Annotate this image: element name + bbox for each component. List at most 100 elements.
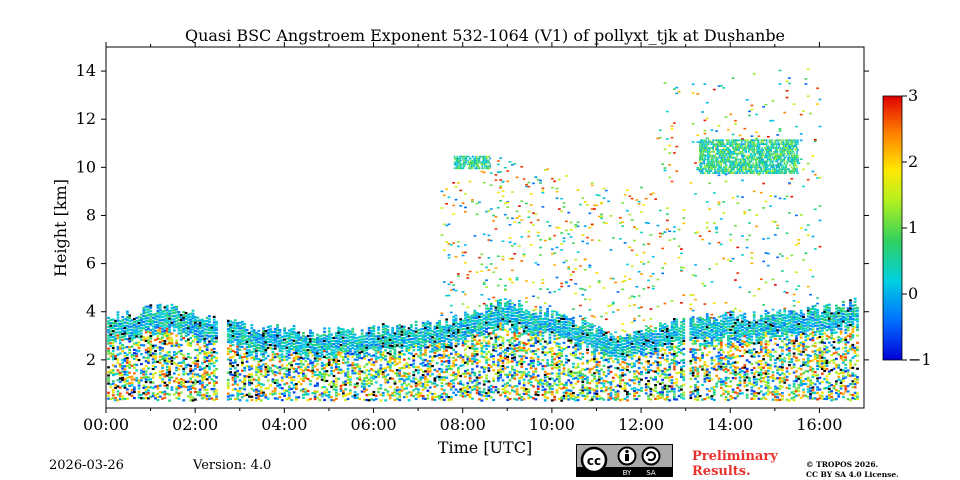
heatmap-cell [440, 234, 444, 236]
heatmap-cell [295, 339, 298, 342]
heatmap-cell [614, 344, 618, 347]
heatmap-cell [374, 397, 378, 401]
heatmap-cell [334, 368, 338, 371]
heatmap-cell [656, 353, 660, 356]
heatmap-cell [182, 361, 186, 364]
heatmap-cell [283, 329, 287, 332]
heatmap-cell [449, 342, 453, 345]
heatmap-cell [426, 340, 430, 343]
heatmap-cell [637, 350, 641, 353]
heatmap-cell [198, 388, 202, 391]
heatmap-cell [367, 353, 371, 356]
heatmap-cell [377, 328, 380, 331]
heatmap-cell [522, 325, 526, 328]
heatmap-cell [412, 365, 416, 368]
heatmap-cell [649, 193, 653, 196]
heatmap-cell [553, 337, 557, 341]
heatmap-cell [135, 377, 139, 380]
heatmap-cell [133, 396, 136, 400]
heatmap-cell [341, 347, 345, 350]
heatmap-cell [482, 366, 486, 369]
heatmap-cell [562, 240, 566, 243]
heatmap-cell [583, 332, 587, 335]
heatmap-cell [628, 195, 632, 197]
heatmap-cell [614, 281, 618, 284]
heatmap-cell [506, 339, 510, 342]
heatmap-cell [168, 339, 171, 342]
heatmap-cell [499, 157, 503, 160]
heatmap-cell [198, 379, 202, 383]
heatmap-cell [196, 333, 200, 336]
heatmap-cell [482, 394, 486, 397]
heatmap-cell [334, 350, 338, 353]
heatmap-cell [379, 372, 383, 375]
heatmap-cell [128, 346, 132, 349]
heatmap-cell [121, 335, 125, 339]
heatmap-cell [374, 355, 378, 358]
heatmap-cell [351, 344, 355, 347]
heatmap-cell [597, 378, 601, 381]
heatmap-cell [449, 398, 453, 401]
heatmap-cell [447, 364, 451, 368]
heatmap-cell [264, 343, 268, 346]
heatmap-cell [553, 328, 557, 332]
heatmap-cell [569, 397, 573, 400]
heatmap-cell [151, 322, 155, 325]
heatmap-cell [511, 357, 514, 360]
heatmap-cell [388, 364, 392, 367]
heatmap-cell [419, 347, 423, 350]
heatmap-cell [278, 383, 282, 386]
heatmap-cell [205, 364, 209, 368]
heatmap-cell [637, 270, 641, 273]
heatmap-cell [546, 381, 549, 384]
heatmap-cell [137, 316, 141, 319]
heatmap-cell [363, 344, 366, 347]
heatmap-cell [161, 327, 164, 330]
heatmap-cell [464, 311, 467, 314]
heatmap-cell [346, 329, 350, 332]
heatmap-cell [527, 394, 531, 397]
heatmap-cell [198, 338, 202, 341]
heatmap-cell [440, 339, 444, 343]
heatmap-cell [109, 344, 113, 348]
heatmap-cell [163, 381, 167, 384]
heatmap-cell [607, 398, 611, 401]
heatmap-cell [179, 343, 183, 347]
heatmap-cell [353, 363, 357, 366]
heatmap-cell [471, 388, 474, 392]
heatmap-cell [243, 355, 247, 358]
heatmap-cell [273, 356, 277, 359]
heatmap-cell [168, 314, 171, 318]
heatmap-cell [454, 324, 458, 328]
heatmap-cell [539, 317, 542, 320]
heatmap-cell [518, 335, 521, 338]
heatmap-cell [626, 351, 629, 354]
heatmap-cell [395, 325, 399, 328]
heatmap-cell [346, 355, 350, 358]
heatmap-cell [658, 209, 662, 212]
heatmap-cell [635, 370, 639, 373]
heatmap-cell [248, 337, 251, 340]
heatmap-cell [248, 351, 251, 354]
heatmap-cell [623, 279, 627, 282]
heatmap-cell [518, 341, 521, 344]
heatmap-cell [107, 334, 110, 337]
heatmap-cell [518, 346, 521, 349]
heatmap-cell [520, 310, 524, 313]
heatmap-cell [158, 376, 162, 379]
heatmap-cell [391, 377, 395, 380]
heatmap-cell [367, 344, 371, 347]
heatmap-cell [482, 350, 486, 354]
heatmap-cell [391, 345, 395, 348]
heatmap-cell [367, 358, 371, 362]
heatmap-cell [553, 366, 557, 369]
heatmap-cell [515, 327, 519, 330]
heatmap-cell [316, 377, 319, 380]
heatmap-cell [518, 305, 521, 308]
heatmap-cell [384, 358, 387, 361]
heatmap-cell [532, 333, 535, 336]
heatmap-cell [123, 370, 127, 373]
heatmap-cell [212, 369, 216, 373]
heatmap-cell [257, 381, 261, 384]
heatmap-cell [309, 346, 312, 349]
